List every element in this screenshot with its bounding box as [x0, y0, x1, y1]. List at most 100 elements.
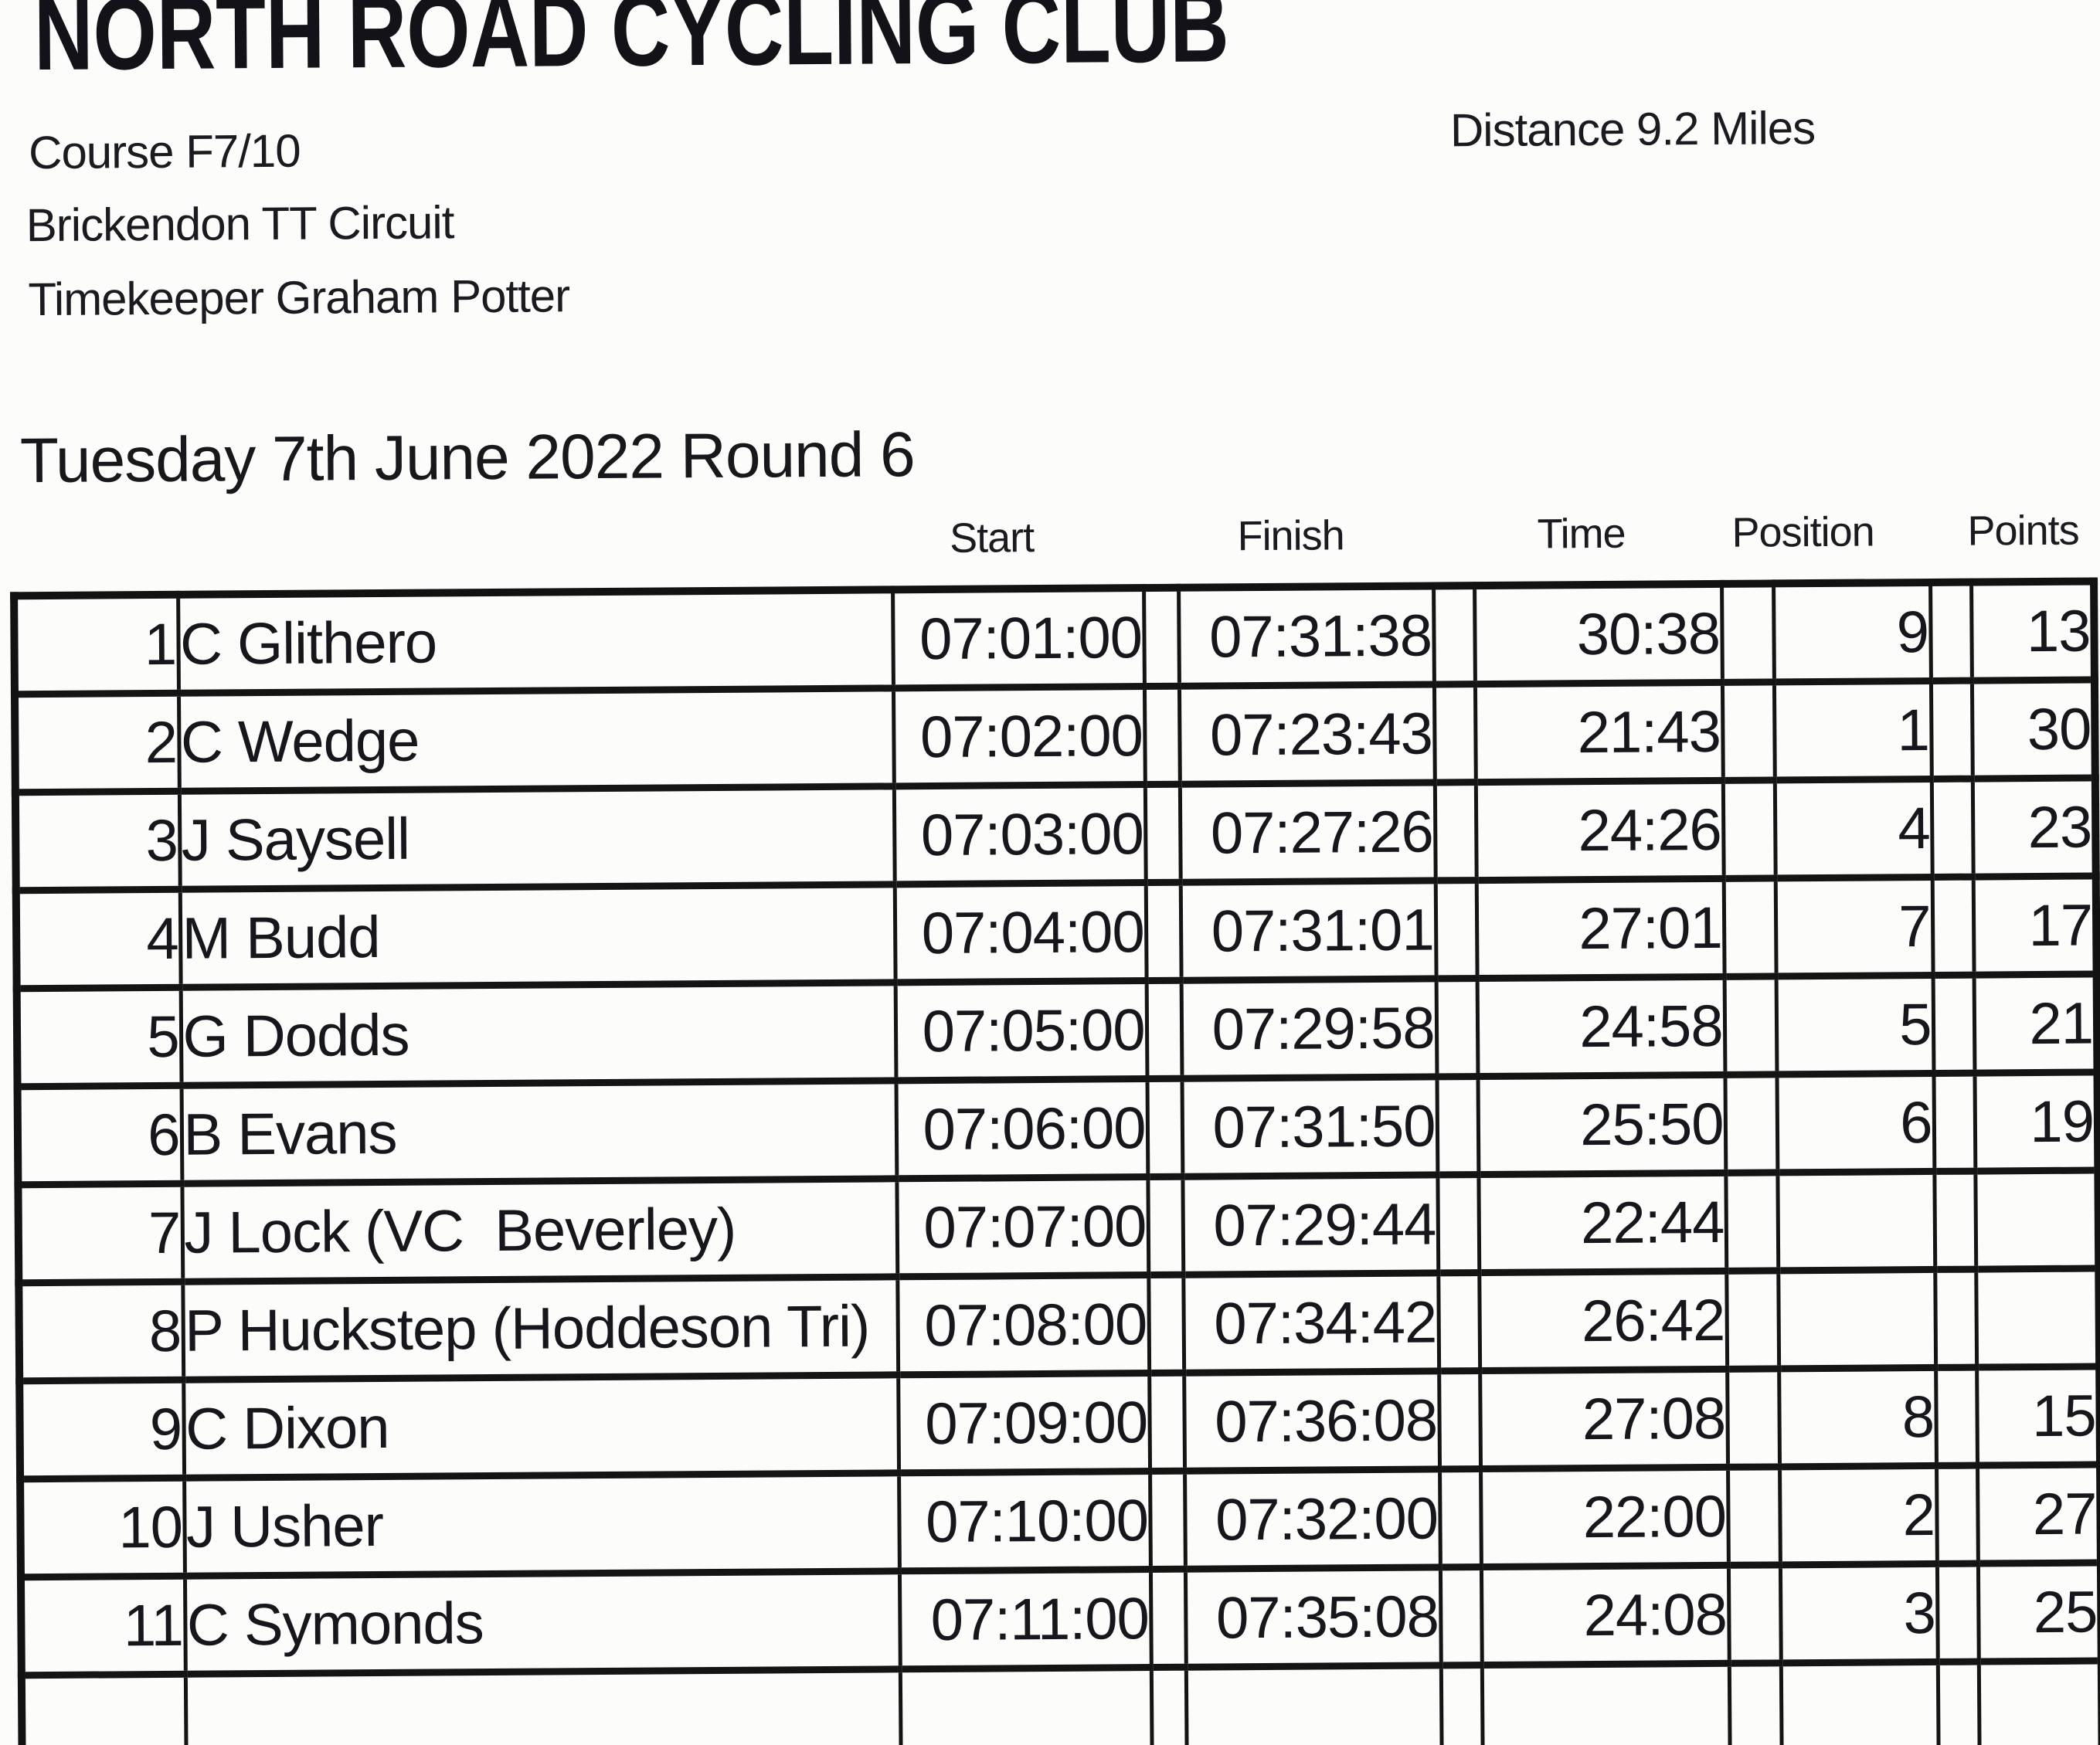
- rider-number-cell: 6: [17, 1085, 182, 1185]
- position-cell: 8: [1779, 1367, 1937, 1467]
- spacer-cell: [1728, 1466, 1780, 1566]
- finish-time-cell: 07:31:50: [1181, 1076, 1438, 1177]
- spacer-cell: [1150, 1471, 1185, 1570]
- rider-name-cell: G Dodds: [180, 982, 896, 1086]
- points-cell: 15: [1976, 1366, 2100, 1466]
- spacer-cell: [1147, 1078, 1183, 1177]
- spacer-cell: [1722, 779, 1775, 879]
- table-row: 11 C Symonds 07:11:00 07:35:08 24:08 3 25: [20, 1562, 2100, 1675]
- rider-number-cell: 5: [16, 987, 182, 1087]
- position-cell: 7: [1775, 877, 1933, 976]
- time-cell: 24:26: [1475, 780, 1724, 881]
- position-cell: 1: [1773, 681, 1932, 780]
- rider-number-cell: 1: [14, 594, 178, 694]
- spacer-cell: [1726, 1270, 1779, 1370]
- column-header-time: Time: [1537, 510, 1626, 558]
- spacer-cell: [1930, 582, 1972, 681]
- spacer-cell: [1727, 1368, 1780, 1468]
- points-cell: [1978, 1660, 2100, 1745]
- position-cell: [1777, 1171, 1935, 1271]
- spacer-cell: [1935, 1367, 1978, 1466]
- spacer-cell: [1433, 684, 1476, 783]
- spacer-cell: [1149, 1373, 1185, 1472]
- position-cell: 3: [1779, 1563, 1938, 1663]
- column-header-finish: Finish: [1237, 512, 1344, 560]
- spacer-cell: [1439, 1370, 1481, 1469]
- time-cell: 27:08: [1480, 1369, 1728, 1469]
- table-row: [21, 1660, 2100, 1745]
- spacer-cell: [1150, 1569, 1186, 1668]
- time-cell: 22:00: [1480, 1467, 1728, 1567]
- spacer-cell: [1936, 1563, 1979, 1662]
- spacer-cell: [1440, 1665, 1483, 1745]
- finish-time-cell: 07:35:08: [1184, 1567, 1441, 1668]
- spacer-cell: [1933, 1073, 1976, 1172]
- points-cell: 21: [1973, 973, 2098, 1074]
- spacer-cell: [1935, 1269, 1977, 1368]
- spacer-cell: [1437, 1174, 1480, 1273]
- spacer-cell: [1728, 1662, 1782, 1745]
- start-time-cell: 07:11:00: [899, 1569, 1151, 1669]
- spacer-cell: [1930, 681, 1973, 779]
- finish-time-cell: 07:32:00: [1184, 1468, 1440, 1570]
- circuit-label: Brickendon TT Circuit: [25, 196, 454, 252]
- points-cell: 30: [1971, 679, 2095, 779]
- spacer-cell: [1438, 1272, 1480, 1371]
- finish-time-cell: 07:27:26: [1179, 782, 1436, 883]
- position-cell: [1778, 1269, 1936, 1369]
- finish-time-cell: 07:34:42: [1183, 1272, 1439, 1373]
- distance-label: Distance 9.2 Miles: [1449, 102, 1816, 157]
- position-cell: 6: [1776, 1073, 1935, 1173]
- points-cell: 13: [1971, 581, 2095, 681]
- spacer-cell: [1725, 1074, 1778, 1173]
- rider-name-cell: [185, 1669, 901, 1745]
- finish-time-cell: 07:31:38: [1178, 586, 1434, 687]
- time-cell: 24:58: [1476, 976, 1725, 1077]
- spacer-cell: [1724, 976, 1777, 1075]
- rider-number-cell: 9: [19, 1380, 185, 1479]
- spacer-cell: [1725, 1172, 1779, 1271]
- rider-number-cell: 2: [14, 693, 179, 793]
- spacer-cell: [1145, 882, 1181, 981]
- rider-number-cell: 7: [18, 1183, 183, 1283]
- finish-time-cell: 07:31:01: [1180, 880, 1436, 981]
- spacer-cell: [1146, 980, 1182, 1079]
- rider-name-cell: B Evans: [181, 1080, 897, 1184]
- points-cell: 17: [1973, 875, 2097, 976]
- spacer-cell: [1721, 681, 1775, 781]
- column-header-points: Points: [1967, 507, 2079, 555]
- spacer-cell: [1143, 587, 1179, 687]
- spacer-cell: [1436, 978, 1478, 1077]
- time-cell: 30:38: [1474, 583, 1722, 684]
- spacer-cell: [1143, 686, 1180, 785]
- points-cell: [1976, 1268, 2100, 1368]
- finish-time-cell: 07:36:08: [1184, 1370, 1440, 1472]
- spacer-cell: [1937, 1662, 1979, 1745]
- position-cell: [1780, 1662, 1939, 1745]
- course-label: Course F7/10: [28, 124, 301, 179]
- spacer-cell: [1434, 782, 1476, 881]
- spacer-cell: [1148, 1275, 1184, 1373]
- timekeeper-label: Timekeeper Graham Potter: [28, 270, 570, 326]
- rider-name-cell: M Budd: [179, 884, 895, 988]
- finish-time-cell: 07:23:43: [1178, 684, 1435, 785]
- time-cell: 21:43: [1474, 682, 1723, 783]
- spacer-cell: [1144, 784, 1181, 883]
- spacer-cell: [1439, 1468, 1481, 1567]
- points-cell: 19: [1974, 1071, 2098, 1172]
- start-time-cell: 07:05:00: [895, 980, 1147, 1081]
- rider-name-cell: P Huckstep (Hoddeson Tri): [182, 1276, 899, 1380]
- time-cell: 22:44: [1478, 1173, 1727, 1273]
- time-cell: 25:50: [1477, 1074, 1726, 1175]
- start-time-cell: 07:04:00: [894, 882, 1147, 983]
- rider-name-cell: C Dixon: [183, 1374, 899, 1478]
- finish-time-cell: 07:29:44: [1182, 1174, 1439, 1275]
- start-time-cell: 07:08:00: [897, 1275, 1150, 1375]
